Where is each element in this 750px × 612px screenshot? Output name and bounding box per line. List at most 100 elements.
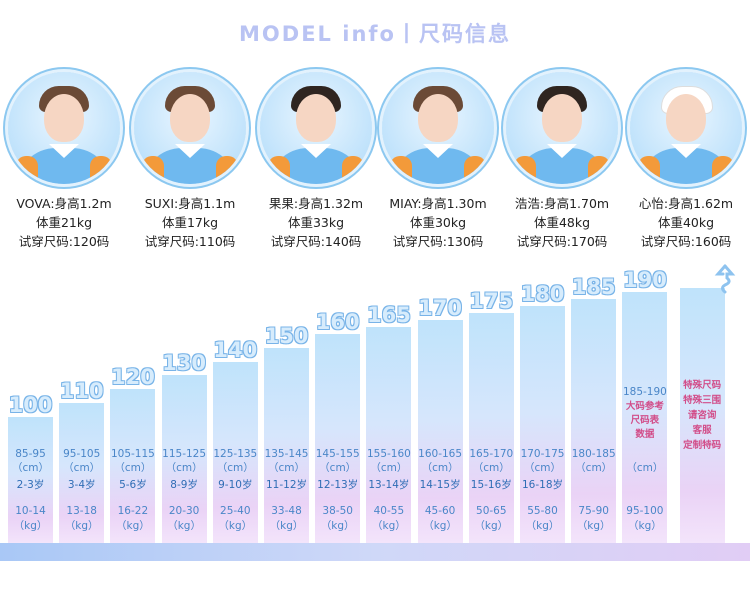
bar-size-label: 180 (520, 281, 565, 306)
height-range: 145-155 (315, 448, 360, 460)
age-range: 9-10岁 (218, 479, 253, 491)
model-name-line: 果果:身高1.32m (268, 196, 364, 211)
unit-kg: （kg） (474, 520, 509, 532)
size-bar: 140 125-135 （cm） 9-10岁 25-40 （kg） (212, 338, 258, 543)
age-range: 3-4岁 (67, 479, 96, 491)
unit-kg: （kg） (116, 520, 150, 532)
size-note: 尺码表 (630, 415, 660, 426)
size-bar: 150 135-145 （cm） 11-12岁 33-48 （kg） (264, 324, 309, 543)
unit-cm: （cm） (11, 462, 49, 474)
model-name-line: VOVA:身高1.2m (16, 196, 112, 211)
arrow-up-icon (714, 264, 736, 294)
model-name-line: 浩浩:身高1.70m (514, 196, 610, 211)
model-list: VOVA:身高1.2m 体重21kg 试穿尺码:120码 SUXI:身高1.1m 体重1… (0, 72, 750, 262)
height-range: 155-160 (366, 448, 411, 460)
height-range: 165-170 (469, 448, 514, 460)
age-range: 15-16岁 (470, 479, 512, 491)
model-name-line: MIAY:身高1.30m (389, 196, 487, 211)
unit-kg: （kg） (525, 520, 560, 532)
weight-range: 55-80 (527, 505, 558, 517)
model-size: 试穿尺码:140码 (270, 234, 362, 249)
special-size-bar: 特殊尺码 特殊三围 请咨询 客服 定制特码 (679, 286, 725, 543)
model-card: VOVA:身高1.2m 体重21kg 试穿尺码:120码 (2, 72, 126, 251)
model-weight: 体重40kg (657, 215, 715, 230)
age-range: 14-15岁 (419, 479, 461, 491)
model-photo (260, 72, 372, 184)
height-range: 180-185 (571, 448, 616, 460)
size-bar: 160 145-155 （cm） 12-13岁 38-50 （kg） (315, 310, 361, 543)
bar-size-label: 120 (110, 365, 155, 390)
unit-cm: （cm） (523, 462, 561, 474)
size-bar: 175 165-170 （cm） 15-16岁 50-65 （kg） (468, 289, 514, 543)
bar-size-label: 140 (213, 337, 258, 362)
unit-cm: （cm） (63, 462, 101, 474)
size-note: 大码参考 (625, 401, 664, 412)
age-range: 16-18岁 (521, 479, 563, 491)
unit-kg: （kg） (576, 520, 611, 532)
model-name-line: 心怡:身高1.62m (638, 196, 734, 211)
bar-size-label: 175 (469, 288, 514, 313)
size-note: 数据 (635, 429, 655, 440)
unit-cm: （cm） (216, 462, 254, 474)
weight-range: 33-48 (271, 505, 302, 517)
size-bar: 100 85-95 （cm） 2-3岁 10-14 （kg） (8, 393, 53, 543)
weight-range: 45-60 (424, 505, 456, 517)
bar-size-label: 185 (571, 274, 616, 299)
weight-range: 10-14 (15, 505, 46, 517)
size-bar: 185 180-185 （cm） 75-90 （kg） (571, 275, 617, 543)
model-weight: 体重17kg (161, 215, 219, 230)
special-note: 请咨询 (687, 410, 717, 421)
bar-size-label: 165 (366, 302, 411, 327)
unit-cm: （cm） (370, 462, 408, 474)
chart-floor (0, 543, 750, 561)
unit-kg: （kg） (423, 520, 457, 532)
bar-size-label: 190 (622, 268, 667, 292)
model-card: 心怡:身高1.62m 体重40kg 试穿尺码:160码 (624, 72, 748, 251)
size-bar: 190 185-190 大码参考 尺码表 数据 （cm） 95-100 （kg） (622, 268, 668, 543)
size-bar: 180 170-175 （cm） 16-18岁 55-80 （kg） (520, 282, 565, 543)
bar-size-label: 100 (8, 393, 53, 418)
age-range: 13-14岁 (368, 479, 410, 491)
unit-kg: （kg） (218, 520, 253, 532)
size-bar: 170 160-165 （cm） 14-15岁 45-60 （kg） (417, 296, 463, 543)
size-bar: 130 115-125 （cm） 8-9岁 20-30 （kg） (161, 351, 207, 543)
unit-kg: （kg） (167, 520, 201, 532)
unit-kg: （kg） (64, 520, 99, 532)
weight-range: 50-65 (476, 505, 507, 517)
unit-cm: （cm） (626, 462, 664, 474)
height-range: 85-95 (15, 448, 46, 460)
height-range: 170-175 (520, 448, 565, 460)
model-photo (8, 72, 120, 184)
weight-range: 75-90 (578, 505, 609, 517)
height-range: 135-145 (264, 448, 309, 460)
bar-size-label: 170 (418, 295, 463, 320)
model-weight: 体重48kg (533, 215, 591, 230)
unit-cm: （cm） (472, 462, 510, 474)
unit-cm: （cm） (165, 462, 203, 474)
model-size: 试穿尺码:130码 (392, 234, 484, 249)
weight-range: 16-22 (117, 505, 149, 517)
special-note: 定制特码 (683, 440, 722, 451)
model-size: 试穿尺码:160码 (640, 234, 732, 249)
age-range: 12-13岁 (317, 479, 359, 491)
unit-kg: （kg） (13, 520, 48, 532)
model-name-line: SUXI:身高1.1m (144, 196, 236, 211)
weight-range: 38-50 (322, 505, 353, 517)
unit-cm: （cm） (575, 462, 613, 474)
height-range: 185-190 (622, 386, 667, 398)
age-range: 11-12岁 (265, 479, 307, 491)
model-card: SUXI:身高1.1m 体重17kg 试穿尺码:110码 (128, 72, 252, 251)
weight-range: 40-55 (373, 505, 405, 517)
model-photo (134, 72, 246, 184)
model-card: 果果:身高1.32m 体重33kg 试穿尺码:140码 (254, 72, 378, 251)
height-range: 115-125 (162, 448, 207, 460)
size-bar: 120 105-115 （cm） 5-6岁 16-22 （kg） (110, 365, 156, 543)
age-range: 2-3岁 (16, 479, 45, 491)
model-card: 浩浩:身高1.70m 体重48kg 试穿尺码:170码 (500, 72, 624, 251)
unit-kg: （kg） (372, 520, 406, 532)
bar-size-label: 130 (162, 351, 207, 376)
age-range: 5-6岁 (119, 479, 147, 491)
special-note: 特殊三围 (683, 395, 722, 406)
page-title: MODEL info丨尺码信息 (239, 22, 511, 46)
weight-range: 20-30 (168, 505, 200, 517)
